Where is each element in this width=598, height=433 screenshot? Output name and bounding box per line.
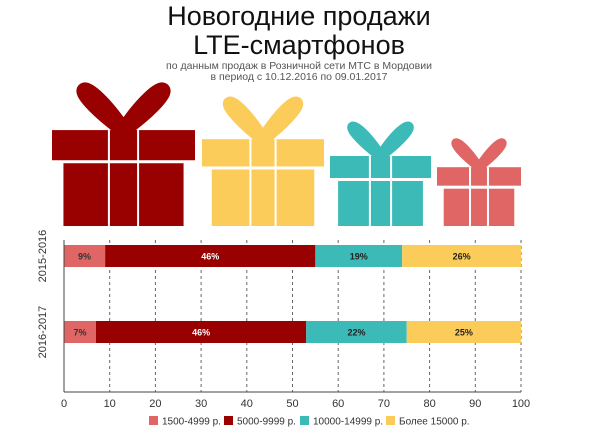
gift-bow-right	[256, 96, 304, 146]
gift-lid	[437, 167, 521, 186]
gift-lid	[52, 130, 195, 161]
gift-ribbon-edge	[249, 139, 252, 226]
chart-title-line-2: LTE-смартфонов	[193, 30, 405, 60]
gift-bow-left	[347, 121, 386, 162]
gift-icon	[330, 121, 431, 226]
gift-ribbon-edge	[274, 139, 277, 226]
gift-body	[338, 181, 423, 226]
bar-segment	[105, 245, 316, 267]
data-label: 46%	[201, 252, 219, 262]
legend-label: 10000-14999 р.	[313, 417, 383, 428]
data-label: 9%	[78, 252, 91, 262]
y-category-label: 2015-2016	[37, 230, 49, 283]
x-tick-label: 90	[469, 398, 481, 410]
chart-title-line-1: Новогодние продажи	[167, 1, 431, 31]
legend-label: 5000-9999 р.	[237, 417, 296, 428]
chart-subtitle: по данным продаж в Розничной сети МТС в …	[0, 61, 598, 83]
gift-icon	[202, 96, 324, 226]
legend-swatch	[300, 416, 309, 425]
x-tick-label: 0	[61, 398, 67, 410]
gift-bow-right	[375, 121, 414, 162]
axes: 0 10 20 30 40 50 60 70 80 90 100 2015-2016 2016-2017	[37, 230, 530, 410]
x-tick-label: 20	[149, 398, 161, 410]
gift-bow-left	[76, 82, 131, 138]
gift-bow-right	[116, 82, 171, 138]
bar-segment	[406, 321, 521, 343]
gift-ribbon-edge	[368, 156, 371, 226]
legend-label: 1500-4999 р.	[162, 417, 221, 428]
gift-bow-left	[451, 138, 484, 172]
data-label: 25%	[455, 328, 473, 338]
y-category-label: 2016-2017	[37, 306, 49, 359]
gift-bow-left	[222, 96, 270, 146]
gift-body	[63, 163, 184, 226]
chart-subtitle-line-2: в период с 10.12.2016 по 09.01.2017	[210, 71, 388, 83]
gift-body	[211, 169, 315, 226]
chart-subtitle-line-1: по данным продаж в Розничной сети МТС в …	[166, 60, 432, 72]
x-tick-label: 70	[378, 398, 390, 410]
x-tick-label: 10	[104, 398, 116, 410]
x-tick-label: 50	[286, 398, 298, 410]
x-tick-label: 60	[332, 398, 344, 410]
gift-ribbon-edge	[469, 167, 472, 226]
legend-swatch	[224, 416, 233, 425]
legend-label: Более 15000 р.	[399, 417, 470, 428]
gift-lid	[330, 156, 431, 178]
bar-segment	[306, 321, 407, 343]
gift-ribbon-edge	[107, 130, 110, 226]
gift-icon	[52, 82, 195, 226]
x-tick-label: 40	[241, 398, 253, 410]
legend-swatch	[386, 416, 395, 425]
gift-ribbon-edge	[390, 156, 393, 226]
legend: 1500-4999 р. 5000-9999 р. 10000-14999 р. Бо…	[149, 416, 470, 428]
data-label: 19%	[350, 252, 368, 262]
gift-decorations	[52, 82, 521, 226]
gift-ribbon-edge	[137, 130, 140, 226]
gift-body	[443, 188, 515, 226]
bar-segment	[315, 245, 403, 267]
x-tick-label: 80	[423, 398, 435, 410]
data-label: 7%	[73, 328, 86, 338]
legend-swatch	[149, 416, 158, 425]
bar-segment	[64, 321, 96, 343]
gift-lid	[202, 139, 324, 167]
data-label: 22%	[347, 328, 365, 338]
bar-segment	[95, 321, 307, 343]
chart-title: Новогодние продажи LTE-смартфонов	[0, 2, 598, 60]
bar-series: 9% 46% 19% 26% 7% 46% 22% 25%	[64, 245, 521, 343]
bar-segment	[402, 245, 521, 267]
x-tick-label: 30	[195, 398, 207, 410]
gift-ribbon-edge	[486, 167, 489, 226]
data-label: 26%	[453, 252, 471, 262]
gift-bow-right	[474, 138, 507, 172]
gift-icon	[437, 138, 521, 226]
data-label: 46%	[192, 328, 210, 338]
bar-segment	[64, 245, 106, 267]
x-tick-label: 100	[512, 398, 530, 410]
